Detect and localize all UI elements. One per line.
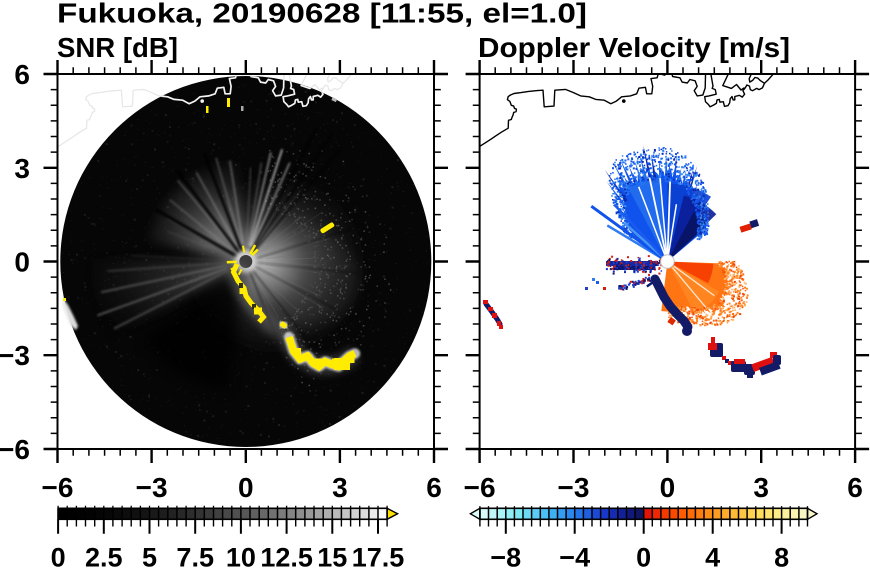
svg-text:3: 3 <box>14 153 30 184</box>
svg-text:2.5: 2.5 <box>85 543 123 570</box>
svg-text:17.5: 17.5 <box>352 543 405 570</box>
svg-text:4: 4 <box>705 543 720 570</box>
svg-text:−3: −3 <box>558 472 590 503</box>
svg-text:−8: −8 <box>490 543 521 570</box>
svg-text:6: 6 <box>426 472 442 503</box>
svg-text:Doppler Velocity [m/s]: Doppler Velocity [m/s] <box>478 32 790 63</box>
svg-text:0: 0 <box>660 472 676 503</box>
svg-text:0: 0 <box>636 543 651 570</box>
svg-text:0: 0 <box>238 472 254 503</box>
svg-text:−6: −6 <box>464 472 496 503</box>
svg-text:8: 8 <box>774 543 789 570</box>
svg-text:3: 3 <box>753 472 769 503</box>
svg-text:7.5: 7.5 <box>176 543 214 570</box>
svg-text:0: 0 <box>14 247 30 278</box>
svg-text:−4: −4 <box>559 543 590 570</box>
svg-text:SNR [dB]: SNR [dB] <box>57 32 178 63</box>
svg-text:5: 5 <box>142 543 157 570</box>
svg-text:10: 10 <box>226 543 256 570</box>
svg-text:15: 15 <box>317 543 347 570</box>
svg-text:−3: −3 <box>0 340 30 371</box>
svg-text:12.5: 12.5 <box>260 543 313 570</box>
svg-text:−6: −6 <box>0 434 30 465</box>
svg-text:Fukuoka, 20190628 [11:55, el=1: Fukuoka, 20190628 [11:55, el=1.0] <box>57 0 587 29</box>
svg-text:6: 6 <box>847 472 863 503</box>
svg-text:−3: −3 <box>136 472 168 503</box>
svg-text:−6: −6 <box>42 472 74 503</box>
svg-text:6: 6 <box>14 59 30 90</box>
svg-text:3: 3 <box>332 472 348 503</box>
svg-text:0: 0 <box>51 543 66 570</box>
